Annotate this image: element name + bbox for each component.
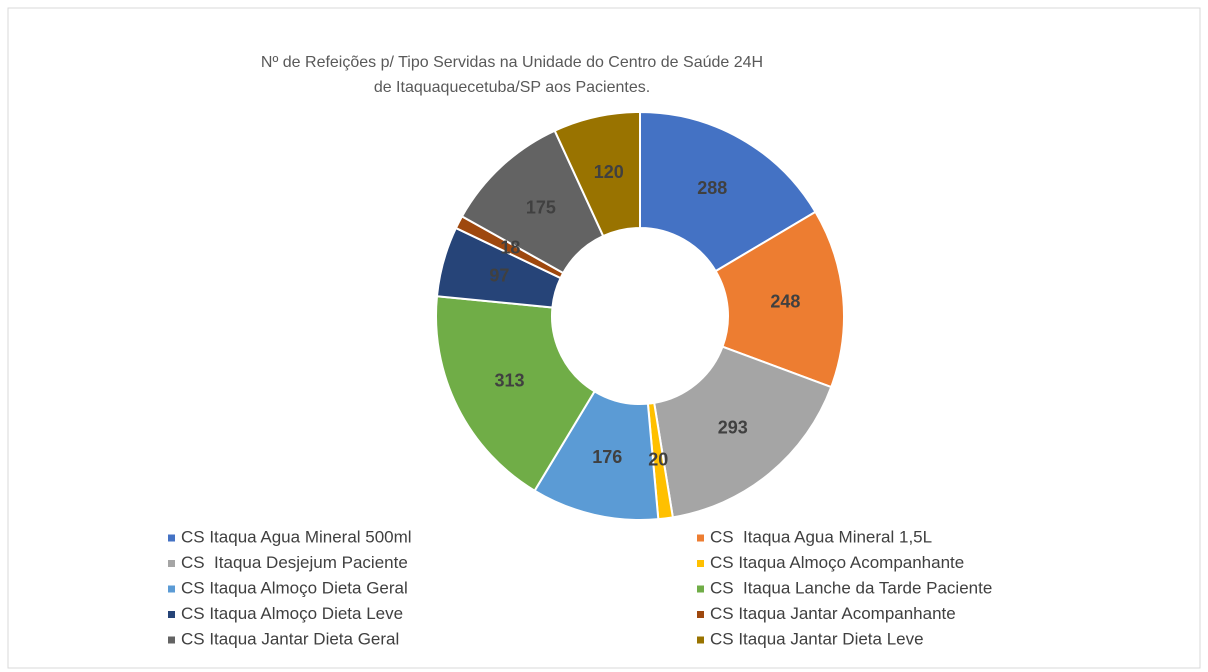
slice — [714, 210, 845, 389]
data-label: 313 — [495, 370, 525, 390]
legend-label: CS Itaqua Jantar Dieta Leve — [710, 629, 924, 648]
legend-marker — [697, 636, 704, 644]
legend-label: CS Itaqua Jantar Acompanhante — [710, 604, 956, 623]
legend-marker — [168, 636, 175, 644]
slice — [553, 110, 641, 238]
legend-label: CS Itaqua Almoço Dieta Geral — [181, 578, 408, 597]
legend-label: CS Itaqua Almoço Dieta Leve — [181, 604, 403, 623]
data-label: 18 — [500, 238, 520, 258]
data-label: 120 — [594, 162, 624, 182]
legend-marker — [168, 560, 175, 567]
slice — [435, 295, 596, 493]
slice — [639, 110, 817, 273]
legend-label: CS Itaqua Agua Mineral 1,5L — [710, 527, 932, 546]
data-label: 288 — [697, 178, 727, 198]
legend-label: CS Itaqua Agua Mineral 500ml — [181, 527, 412, 546]
chart-title: Nº de Refeições p/ Tipo Servidas na Unid… — [261, 54, 763, 71]
legend-label: CS Itaqua Jantar Dieta Geral — [181, 629, 399, 648]
legend-marker — [697, 585, 704, 593]
legend-marker — [697, 534, 704, 542]
chart-title: de Itaquaquecetuba/SP aos Pacientes. — [374, 79, 650, 96]
legend-marker — [168, 534, 175, 542]
data-label: 293 — [718, 418, 748, 438]
data-label: 20 — [648, 450, 668, 470]
legend-label: CS Itaqua Lanche da Tarde Paciente — [710, 578, 992, 597]
data-label: 97 — [489, 266, 509, 286]
data-label: 175 — [526, 198, 556, 218]
data-label: 176 — [592, 447, 622, 467]
legend-label: CS Itaqua Desjejum Paciente — [181, 553, 408, 572]
legend-marker — [697, 560, 704, 567]
legend-label: CS Itaqua Almoço Acompanhante — [710, 553, 964, 572]
legend-marker — [168, 585, 175, 593]
data-label: 248 — [770, 292, 800, 312]
legend-marker — [697, 611, 704, 618]
legend-marker — [168, 611, 175, 618]
slice — [653, 345, 833, 519]
